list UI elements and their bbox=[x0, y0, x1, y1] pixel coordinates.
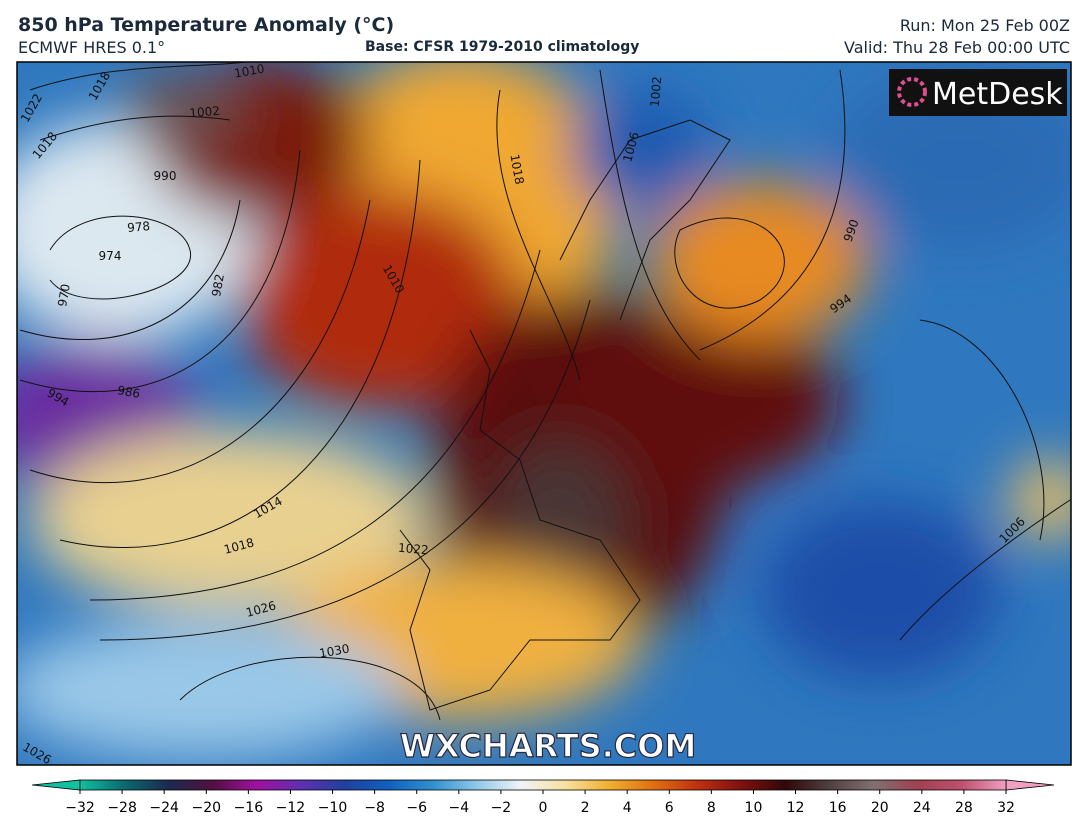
colorbar-tick-label: −12 bbox=[276, 800, 306, 816]
logo: MetDesk bbox=[932, 77, 1063, 112]
colorbar-tick-label: 12 bbox=[787, 800, 805, 816]
colorbar-tick-label: 16 bbox=[829, 800, 847, 816]
run: Run: Mon 25 Feb 00Z bbox=[899, 16, 1070, 35]
colorbar-tick-label: −4 bbox=[448, 800, 469, 816]
colorbar-tick-label: 6 bbox=[665, 800, 674, 816]
colorbar-tick-label: −6 bbox=[406, 800, 427, 816]
colorbar bbox=[79, 779, 1007, 791]
isobar-label: 970 bbox=[55, 283, 73, 308]
colorbar-arrow-right bbox=[1005, 779, 1055, 791]
watermark: WXCHARTS.COM bbox=[400, 727, 697, 765]
anomaly-field bbox=[17, 62, 1071, 765]
colorbar-tick-label: 0 bbox=[539, 800, 548, 816]
isobar-label: 1018 bbox=[507, 153, 526, 186]
colorbar-tick-label: 24 bbox=[913, 800, 931, 816]
colorbar-tick-label: 2 bbox=[581, 800, 590, 816]
isobar-label: 982 bbox=[209, 273, 227, 298]
map-frame bbox=[16, 61, 1072, 766]
base: Base: CFSR 1979-2010 climatology bbox=[365, 39, 640, 55]
colorbar-tick-label: 8 bbox=[707, 800, 716, 816]
colorbar-tick-label: 10 bbox=[745, 800, 763, 816]
isobar-label: 1030 bbox=[318, 642, 351, 661]
isobar-label: 1022 bbox=[398, 541, 430, 558]
title: 850 hPa Temperature Anomaly (°C) bbox=[18, 14, 395, 36]
isobar-label: 990 bbox=[154, 169, 177, 183]
colorbar-tick-label: −10 bbox=[318, 800, 348, 816]
isobar-label: 978 bbox=[127, 219, 151, 235]
model: ECMWF HRES 0.1° bbox=[18, 38, 166, 57]
colorbar-tick-label: −32 bbox=[65, 800, 95, 816]
colorbar-tick-label: 28 bbox=[955, 800, 973, 816]
isobar-label: 1010 bbox=[233, 62, 266, 81]
isobar-label: 986 bbox=[116, 383, 141, 401]
valid: Valid: Thu 28 Feb 00:00 UTC bbox=[844, 38, 1070, 57]
colorbar-tick-label: −2 bbox=[491, 800, 512, 816]
colorbar-arrow-left bbox=[31, 779, 81, 791]
logo-box bbox=[889, 69, 1067, 116]
isobar-label: 1002 bbox=[189, 104, 221, 121]
isobar-label: 1002 bbox=[648, 76, 665, 108]
isobar-label: 974 bbox=[99, 249, 122, 263]
colorbar-tick-label: −24 bbox=[149, 800, 179, 816]
colorbar-tick-label: −8 bbox=[364, 800, 385, 816]
colorbar-tick-label: −20 bbox=[191, 800, 221, 816]
colorbar-tick-label: 4 bbox=[623, 800, 632, 816]
colorbar-tick-label: 32 bbox=[997, 800, 1015, 816]
colorbar-tick-label: −28 bbox=[107, 800, 137, 816]
colorbar-tick-label: −16 bbox=[234, 800, 264, 816]
logo-icon bbox=[897, 77, 927, 107]
colorbar-tick-label: 20 bbox=[871, 800, 889, 816]
